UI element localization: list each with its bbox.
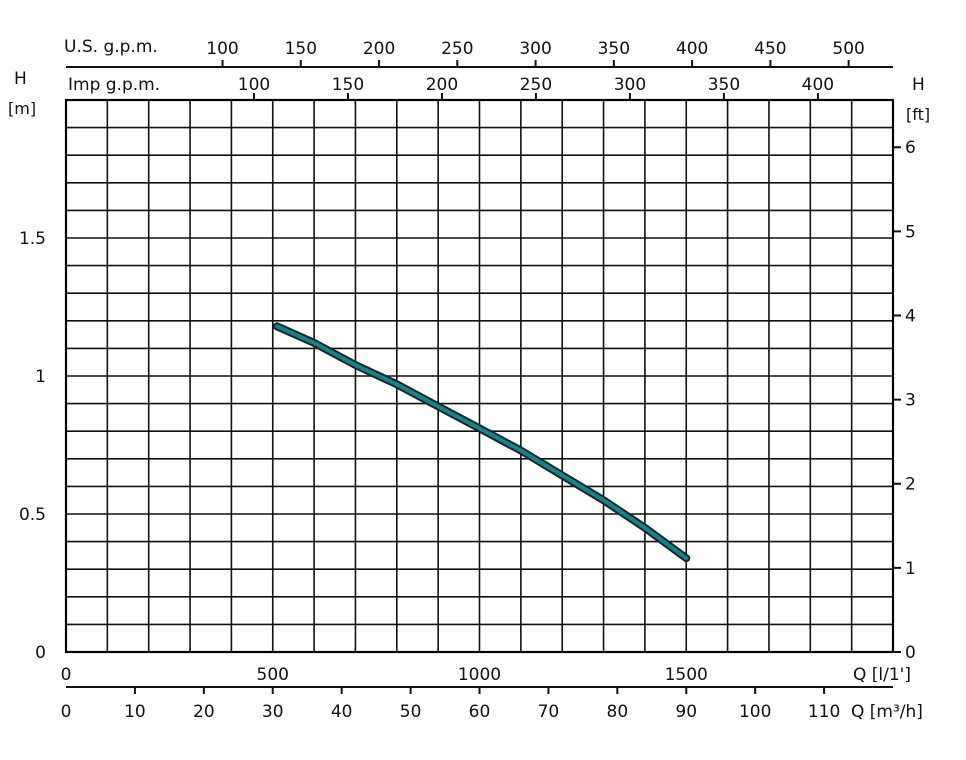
us-gpm-tick-label: 300 (519, 39, 551, 59)
right-ft-tick-label: 0 (905, 643, 916, 663)
top-imp-gpm-axis-label: Imp g.p.m. (68, 75, 160, 95)
pump-curve-line (274, 324, 689, 561)
x-tick-label: 500 (257, 665, 289, 685)
right-ft-tick-label: 1 (905, 559, 916, 579)
grid (64, 98, 895, 654)
x-axis-label-lmin: Q [l/1'] (853, 665, 911, 685)
top-us-gpm-axis-label: U.S. g.p.m. (64, 37, 158, 57)
plot-frame (64, 98, 895, 654)
us-gpm-tick-label: 250 (441, 39, 473, 59)
imp-gpm-tick-label: 150 (332, 75, 364, 95)
right-ft-tick-label: 4 (905, 306, 916, 326)
imp-gpm-tick-label: 300 (614, 75, 646, 95)
right-ft-tick-label: 3 (905, 391, 916, 411)
m3h-tick-label: 10 (124, 702, 146, 722)
imp-gpm-tick-label: 200 (426, 75, 458, 95)
right-ft-tick-label: 2 (905, 475, 916, 495)
m3h-tick-label: 90 (675, 702, 697, 722)
us-gpm-tick-label: 400 (676, 39, 708, 59)
y-tick-label: 0.5 (19, 505, 46, 525)
x-tick-label: 1000 (458, 665, 501, 685)
x-tick-label: 1500 (665, 665, 708, 685)
y-tick-label: 1 (35, 367, 46, 387)
pump-curve-point (437, 405, 439, 407)
right-ft-tick-label: 6 (905, 138, 916, 158)
pump-curve-point (396, 383, 398, 385)
us-gpm-tick-label: 450 (754, 39, 786, 59)
pump-curve-point (276, 325, 278, 327)
labels: U.S. g.p.m. Imp g.p.m. H [m] H [ft] Q [l… (8, 37, 930, 722)
m3h-tick-label: 30 (262, 702, 284, 722)
imp-gpm-tick-label: 100 (238, 75, 270, 95)
m3h-tick-label: 60 (469, 702, 491, 722)
m3h-tick-label: 70 (538, 702, 560, 722)
imp-gpm-tick-label: 350 (708, 75, 740, 95)
x-axis-label-m3h: Q [m³/h] (851, 702, 923, 722)
pump-curve-point (479, 427, 480, 429)
pump-curve-point (603, 499, 605, 501)
us-gpm-tick-label: 500 (832, 39, 864, 59)
imp-gpm-tick-label: 250 (520, 75, 552, 95)
x-tick-label: 0 (61, 665, 72, 685)
m3h-tick-label: 20 (193, 702, 215, 722)
m3h-tick-label: 80 (607, 702, 629, 722)
us-gpm-tick-label: 200 (363, 39, 395, 59)
pump-curve-point (520, 450, 522, 452)
m3h-tick-label: 40 (331, 702, 353, 722)
us-gpm-tick-label: 150 (285, 39, 317, 59)
series (272, 322, 691, 563)
pump-curve-point (313, 342, 315, 344)
right-axis-unit-label: [ft] (906, 105, 930, 124)
right-axis-h-label: H (912, 75, 925, 95)
m3h-tick-label: 110 (808, 702, 840, 722)
us-gpm-tick-label: 350 (598, 39, 630, 59)
pump-curve-point (685, 557, 687, 559)
y-tick-label: 1.5 (19, 229, 46, 249)
y-tick-label: 0 (35, 643, 46, 663)
left-axis-h-label: H (14, 69, 27, 89)
pump-curve-point (644, 527, 646, 529)
imp-gpm-tick-label: 400 (802, 75, 834, 95)
pump-curve-point (354, 364, 356, 366)
right-ft-tick-label: 5 (905, 222, 916, 242)
m3h-tick-label: 100 (739, 702, 771, 722)
m3h-tick-label: 50 (400, 702, 422, 722)
pump-curve-point (561, 474, 563, 476)
m3h-tick-label: 0 (61, 702, 72, 722)
left-axis-unit-label: [m] (8, 99, 36, 118)
us-gpm-tick-label: 100 (206, 39, 238, 59)
pump-curve-outline (272, 322, 691, 563)
